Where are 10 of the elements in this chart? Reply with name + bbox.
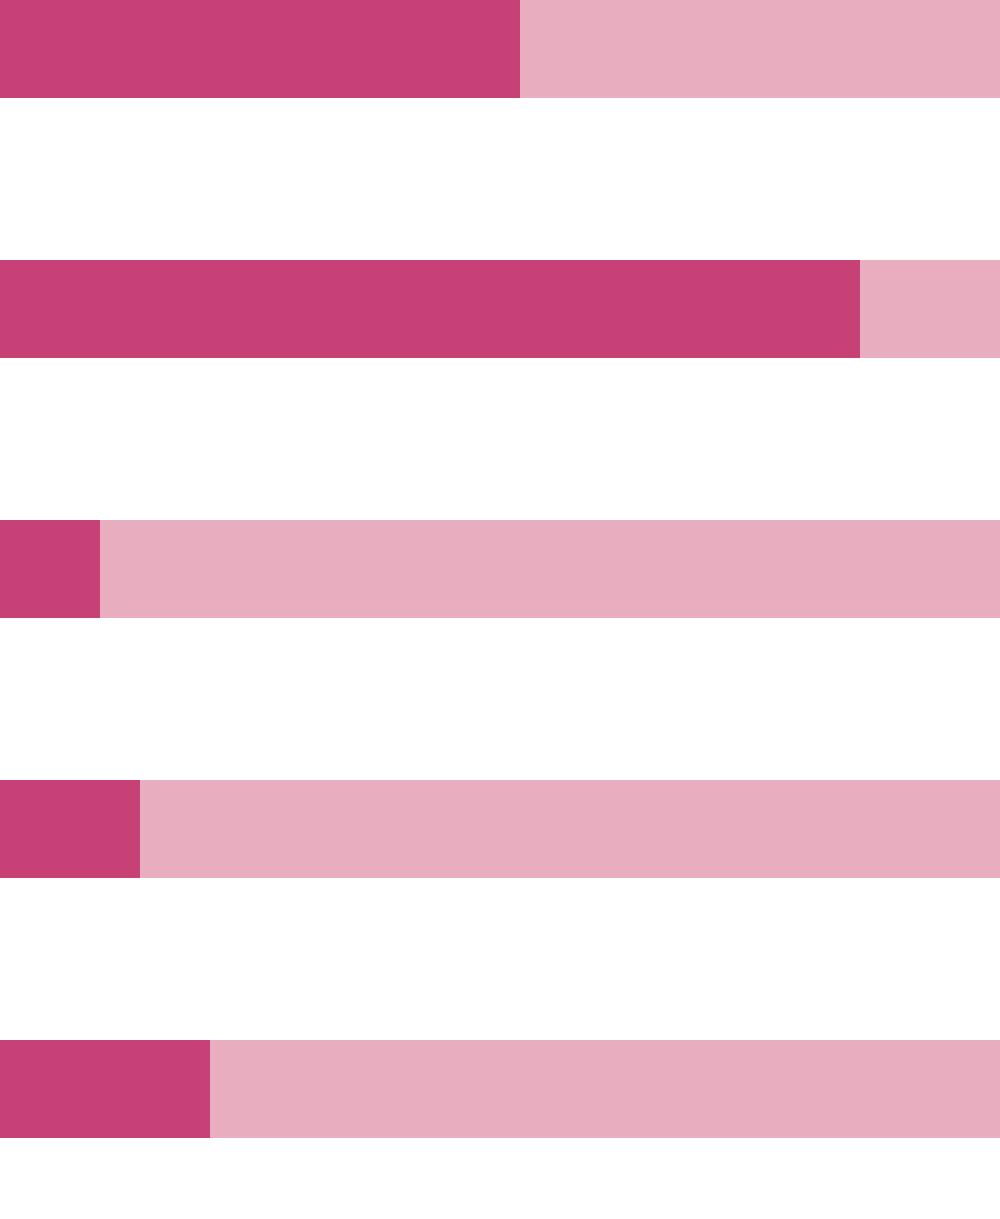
bar	[140, 780, 1000, 878]
bar	[210, 1040, 1000, 1138]
bar	[0, 520, 100, 618]
bar	[0, 260, 860, 358]
bar	[0, 0, 520, 98]
bar	[100, 520, 1000, 618]
bar	[0, 780, 140, 878]
bar	[0, 1040, 210, 1138]
bar	[860, 260, 1000, 358]
bar	[520, 0, 1000, 98]
